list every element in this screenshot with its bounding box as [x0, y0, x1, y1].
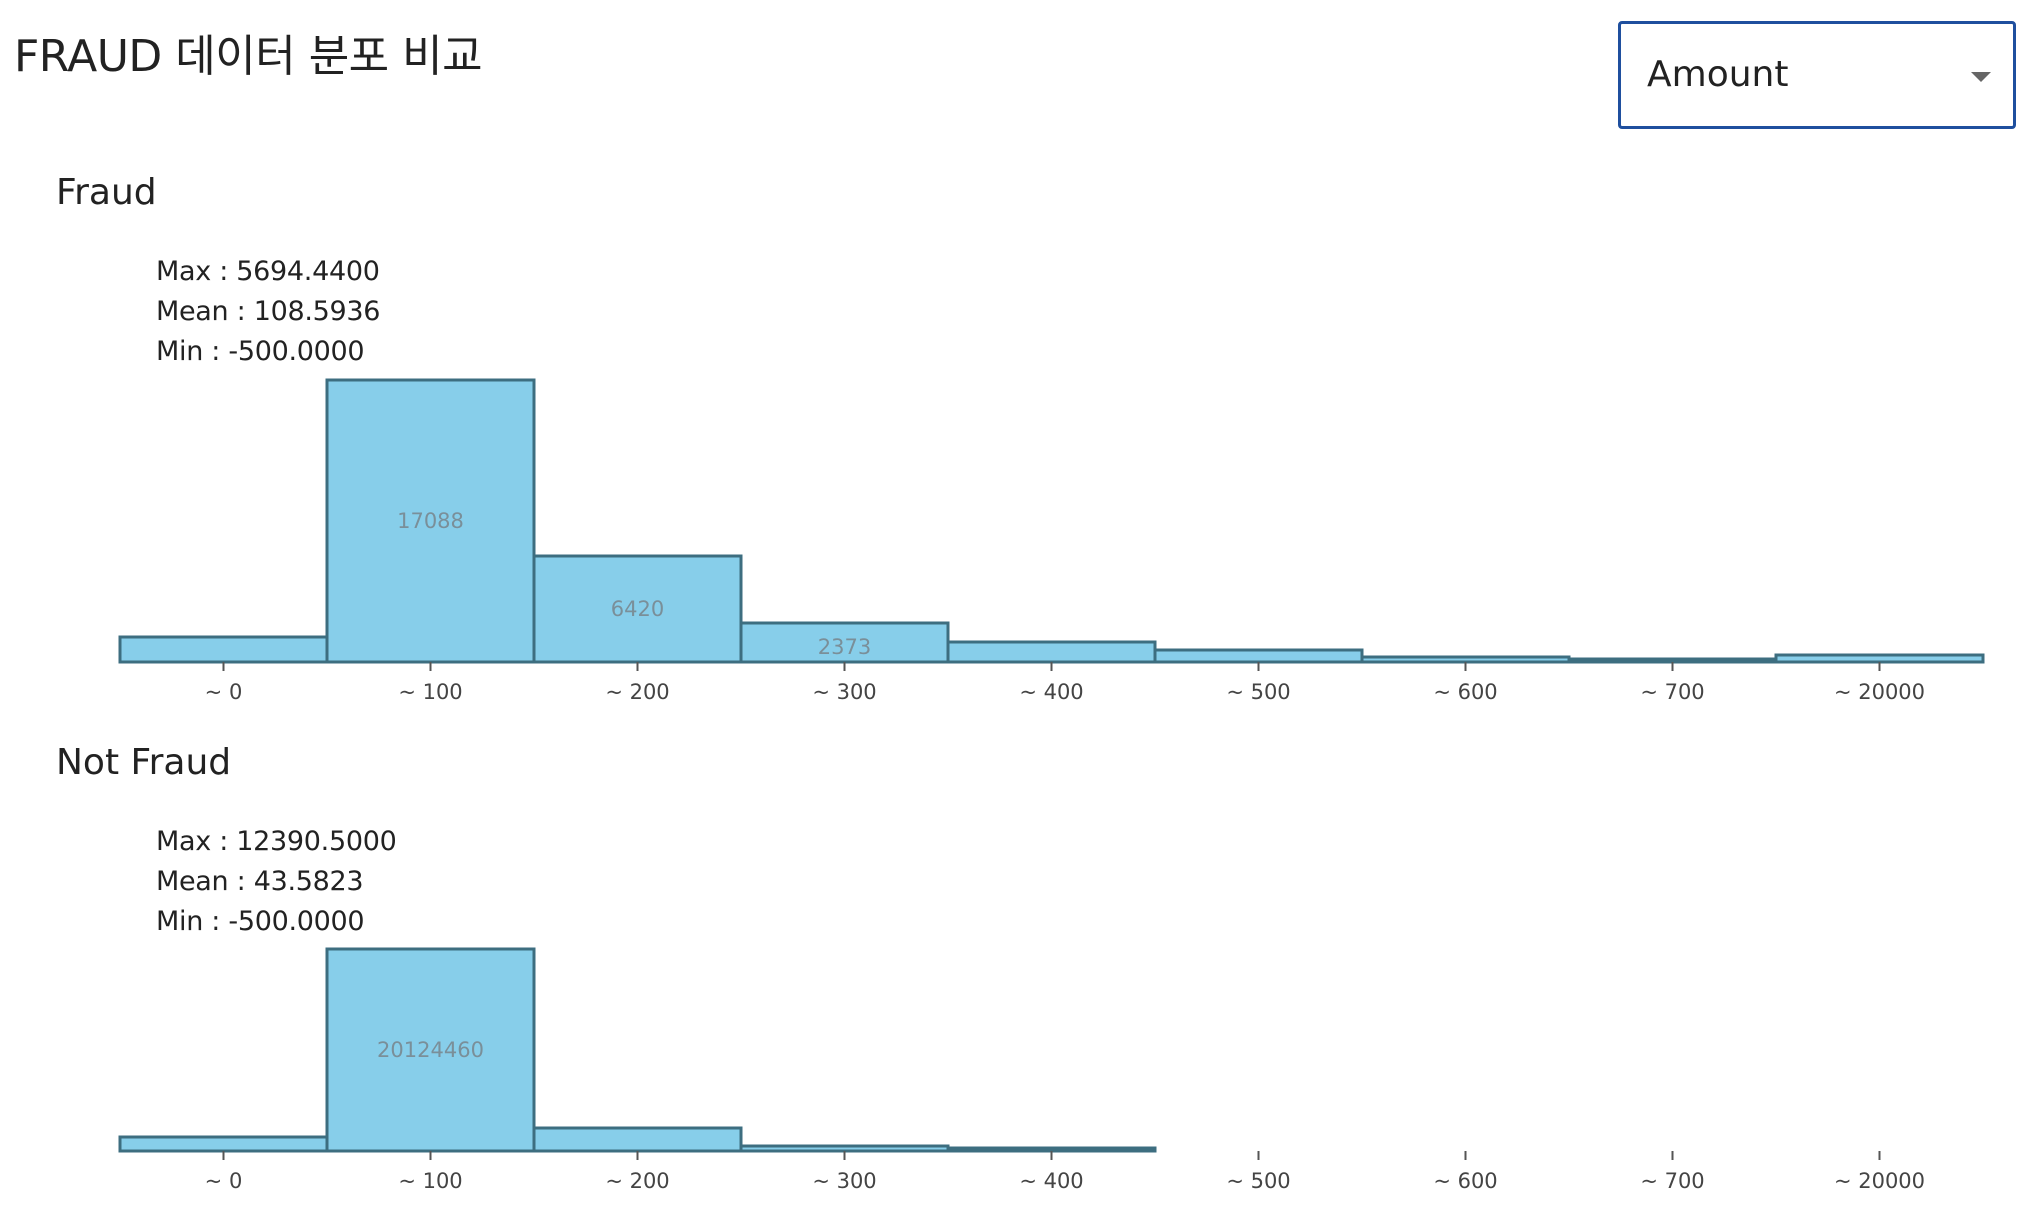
histogram-bar — [118, 1135, 329, 1153]
x-tick-label: ~ 700 — [1640, 1169, 1704, 1193]
fraud-histogram: ~ 0 17088 ~ 100 6420 ~ 200 2373 ~ 300 ~ 400 ~ 50… — [118, 378, 1985, 704]
bar-value-label: 2373 — [818, 635, 871, 659]
bar-value-label: 20124460 — [377, 1038, 484, 1062]
x-tick-label: ~ 300 — [812, 1169, 876, 1193]
fraud-section-title: Fraud — [56, 172, 157, 213]
histogram-bar — [946, 1146, 1157, 1153]
histogram-bar — [532, 1126, 743, 1153]
not-fraud-section-title: Not Fraud — [56, 742, 232, 783]
x-tick-label: ~ 400 — [1019, 680, 1083, 704]
x-tick-label: ~ 0 — [205, 1169, 243, 1193]
fraud-stat-min: Min : -500.0000 — [156, 336, 365, 367]
bar-value-label: 17088 — [397, 509, 464, 533]
histogram-bar — [532, 554, 743, 664]
histogram-bar — [739, 1144, 950, 1153]
x-tick-label: ~ 600 — [1433, 680, 1497, 704]
page-title: FRAUD 데이터 분포 비교 — [14, 31, 483, 82]
fraud-stats: Max : 5694.4400 Mean : 108.5936 Min : -5… — [156, 252, 380, 372]
not-fraud-stat-max: Max : 12390.5000 — [156, 826, 397, 857]
x-tick-label: ~ 20000 — [1834, 680, 1925, 704]
x-tick-label: ~ 400 — [1019, 1169, 1083, 1193]
chevron-down-icon — [1971, 72, 1991, 82]
histogram-bar — [739, 621, 950, 664]
not-fraud-stats: Max : 12390.5000 Mean : 43.5823 Min : -5… — [156, 822, 397, 942]
fraud-stat-mean: Mean : 108.5936 — [156, 296, 381, 327]
x-tick-label: ~ 100 — [398, 1169, 462, 1193]
x-tick-label: ~ 0 — [205, 680, 243, 704]
histogram-bar — [325, 947, 536, 1153]
not-fraud-stat-min: Min : -500.0000 — [156, 906, 365, 937]
x-tick-label: ~ 200 — [605, 1169, 669, 1193]
x-tick-label: ~ 700 — [1640, 680, 1704, 704]
x-tick-label: ~ 600 — [1433, 1169, 1497, 1193]
histogram-bar — [325, 378, 536, 664]
x-tick-label: ~ 500 — [1226, 680, 1290, 704]
not-fraud-stat-mean: Mean : 43.5823 — [156, 866, 364, 897]
fraud-stat-max: Max : 5694.4400 — [156, 256, 380, 287]
x-tick-label: ~ 300 — [812, 680, 876, 704]
x-tick-label: ~ 100 — [398, 680, 462, 704]
x-tick-label: ~ 20000 — [1834, 1169, 1925, 1193]
variable-select-value: Amount — [1647, 54, 1789, 95]
variable-select[interactable]: Amount — [1618, 21, 2016, 129]
x-tick-label: ~ 200 — [605, 680, 669, 704]
x-tick-label: ~ 500 — [1226, 1169, 1290, 1193]
bar-value-label: 6420 — [611, 597, 664, 621]
